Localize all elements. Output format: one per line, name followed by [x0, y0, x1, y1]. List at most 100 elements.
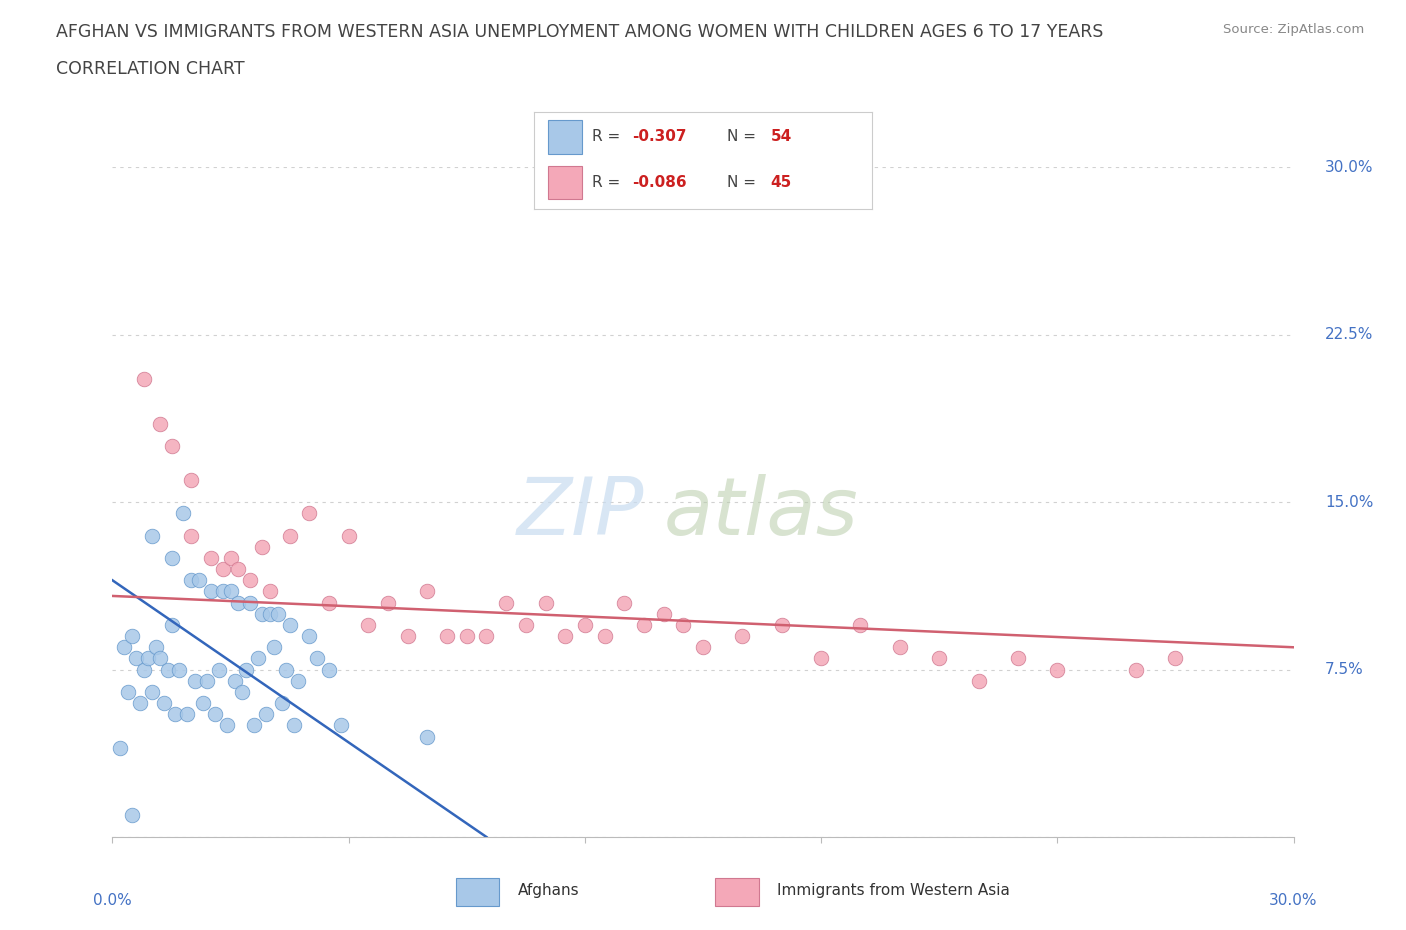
Point	[436, 629, 458, 644]
Point	[191, 696, 214, 711]
Point	[136, 651, 159, 666]
Text: Afghans: Afghans	[517, 883, 579, 898]
Point	[195, 673, 218, 688]
Text: ZIP: ZIP	[516, 474, 644, 552]
Point	[416, 584, 439, 599]
Point	[1007, 651, 1029, 666]
Text: 7.5%: 7.5%	[1324, 662, 1364, 677]
Bar	[456, 878, 499, 906]
Text: Immigrants from Western Asia: Immigrants from Western Asia	[778, 883, 1010, 898]
Text: 45: 45	[770, 176, 792, 191]
Point	[259, 584, 281, 599]
Point	[121, 807, 143, 822]
Point	[141, 684, 163, 699]
Text: 15.0%: 15.0%	[1324, 495, 1374, 510]
Point	[337, 528, 360, 543]
Point	[416, 729, 439, 744]
Point	[219, 584, 242, 599]
Point	[1046, 662, 1069, 677]
Point	[160, 439, 183, 454]
Point	[180, 472, 202, 487]
Text: N =: N =	[727, 176, 761, 191]
Bar	[548, 166, 582, 200]
Point	[259, 606, 281, 621]
Point	[318, 595, 340, 610]
Point	[117, 684, 139, 699]
Point	[329, 718, 352, 733]
Point	[121, 629, 143, 644]
Text: N =: N =	[727, 129, 761, 144]
Point	[495, 595, 517, 610]
Point	[456, 629, 478, 644]
Point	[247, 651, 270, 666]
Point	[156, 662, 179, 677]
Text: 30.0%: 30.0%	[1270, 893, 1317, 908]
Point	[160, 618, 183, 632]
Point	[231, 684, 253, 699]
Point	[149, 417, 172, 432]
Text: R =: R =	[592, 129, 624, 144]
Point	[228, 562, 250, 577]
Text: AFGHAN VS IMMIGRANTS FROM WESTERN ASIA UNEMPLOYMENT AMONG WOMEN WITH CHILDREN AG: AFGHAN VS IMMIGRANTS FROM WESTERN ASIA U…	[56, 23, 1104, 41]
Point	[110, 740, 132, 755]
Text: 0.0%: 0.0%	[93, 893, 132, 908]
Point	[613, 595, 636, 610]
Point	[145, 640, 167, 655]
Point	[224, 673, 246, 688]
Point	[377, 595, 399, 610]
Text: 22.5%: 22.5%	[1324, 327, 1374, 342]
Point	[928, 651, 950, 666]
Text: -0.086: -0.086	[633, 176, 686, 191]
Point	[770, 618, 793, 632]
Point	[228, 595, 250, 610]
Point	[204, 707, 226, 722]
Point	[125, 651, 148, 666]
Point	[672, 618, 695, 632]
Point	[475, 629, 498, 644]
Point	[1125, 662, 1147, 677]
Point	[283, 718, 305, 733]
Point	[200, 551, 222, 565]
Point	[188, 573, 211, 588]
Point	[184, 673, 207, 688]
Point	[731, 629, 754, 644]
Point	[239, 595, 262, 610]
Point	[574, 618, 596, 632]
Point	[211, 562, 233, 577]
Bar	[716, 878, 759, 906]
Point	[250, 539, 273, 554]
Point	[318, 662, 340, 677]
Point	[169, 662, 191, 677]
Point	[250, 606, 273, 621]
Point	[176, 707, 198, 722]
Point	[1164, 651, 1187, 666]
Point	[239, 573, 262, 588]
Point	[152, 696, 174, 711]
Point	[810, 651, 832, 666]
Point	[515, 618, 537, 632]
Point	[180, 528, 202, 543]
Point	[554, 629, 576, 644]
Point	[243, 718, 266, 733]
Point	[132, 372, 155, 387]
Point	[112, 640, 135, 655]
Point	[849, 618, 872, 632]
Point	[357, 618, 380, 632]
Point	[215, 718, 238, 733]
Point	[274, 662, 297, 677]
Point	[208, 662, 231, 677]
Point	[534, 595, 557, 610]
Point	[593, 629, 616, 644]
Text: 30.0%: 30.0%	[1324, 160, 1374, 175]
Point	[149, 651, 172, 666]
Text: -0.307: -0.307	[633, 129, 686, 144]
Point	[211, 584, 233, 599]
Point	[132, 662, 155, 677]
Point	[298, 506, 321, 521]
Point	[652, 606, 675, 621]
Point	[235, 662, 257, 677]
Point	[254, 707, 277, 722]
Point	[165, 707, 187, 722]
Point	[287, 673, 309, 688]
Point	[141, 528, 163, 543]
